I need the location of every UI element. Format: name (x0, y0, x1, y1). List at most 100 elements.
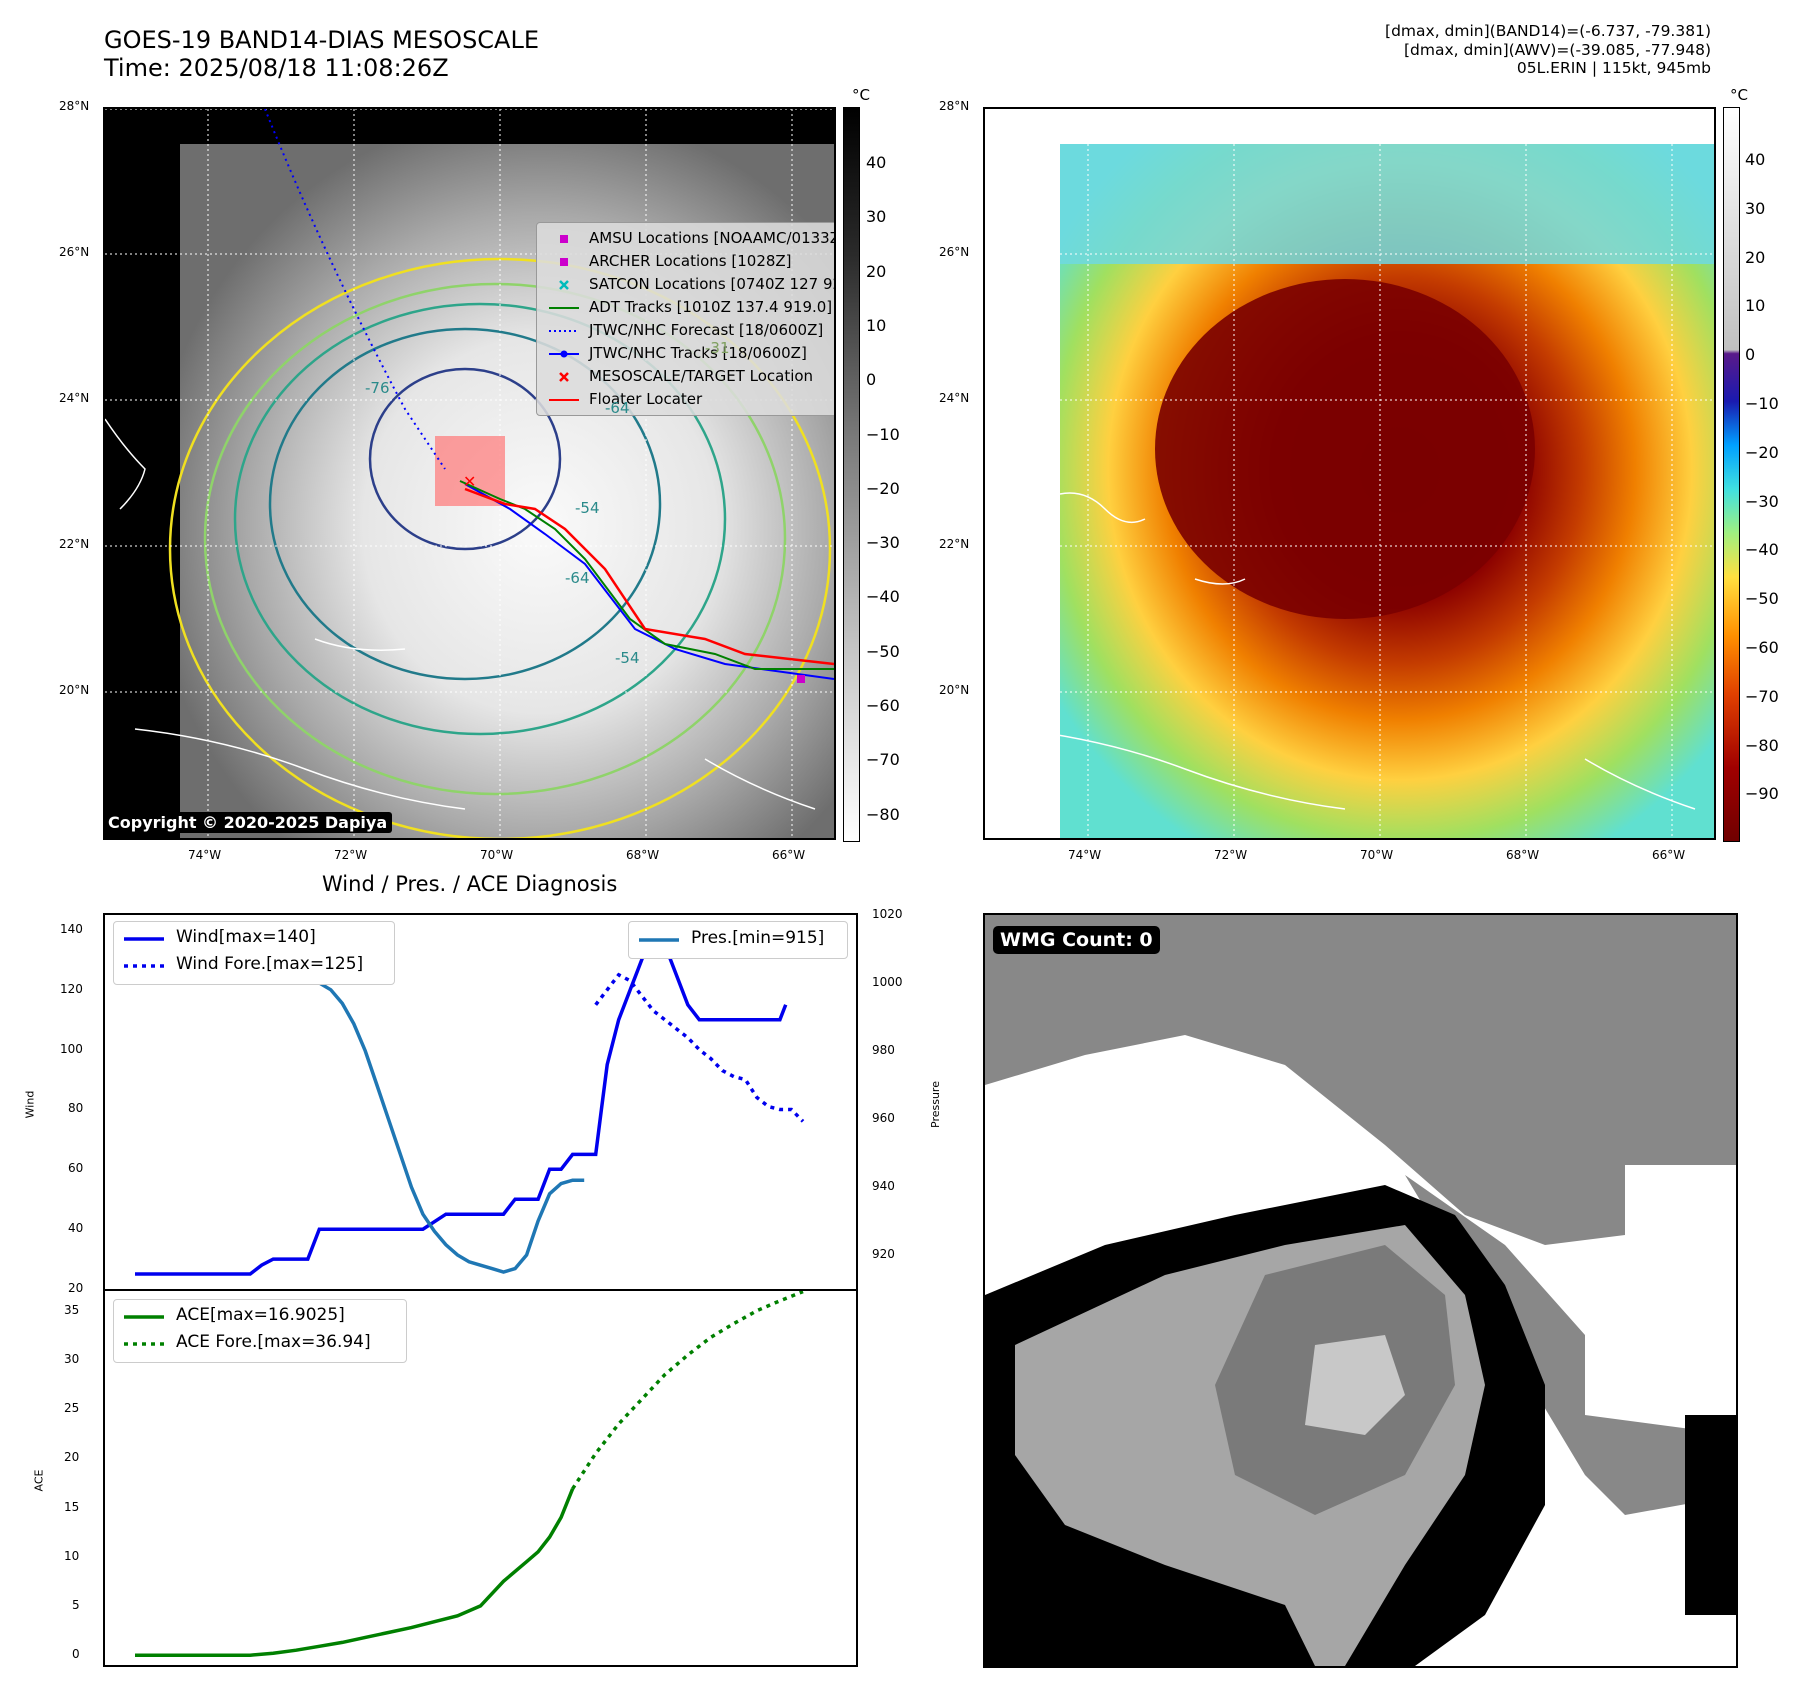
wmg-gray-region (1405, 1175, 1736, 1515)
ace-tick: 35 (64, 1302, 80, 1317)
wv-colorbar-tick: −60 (1745, 638, 1779, 657)
ace-tick: 20 (64, 1450, 80, 1465)
legend-item: JTWC/NHC Tracks [18/0600Z] (537, 342, 834, 365)
lon-tick: 68°W (1506, 848, 1540, 862)
ir-colorbar-tick: −50 (866, 641, 900, 661)
copyright-badge: Copyright © 2020-2025 Dapiya (103, 812, 393, 833)
legend-ace: ACE[max=16.9025] (176, 1305, 345, 1325)
wind-tick: 100 (60, 1041, 83, 1056)
legend-wind: Wind[max=140] (176, 927, 316, 947)
lon-tick: 68°W (626, 848, 660, 862)
wv-colorbar-tick: −80 (1745, 735, 1779, 755)
pressure-tick: 920 (872, 1247, 895, 1261)
contour-label: -31 (705, 339, 730, 357)
wv-colorbar-tick: 10 (1745, 296, 1766, 316)
ir-colorbar-tick: −20 (866, 478, 900, 498)
wv-coastlines (1014, 492, 1696, 810)
pressure-tick: 960 (872, 1111, 895, 1125)
contour-darkteal (268, 327, 662, 681)
legend-item: SATCON Locations [0740Z 127 927] (537, 273, 834, 296)
ace-chart (135, 1291, 804, 1657)
wind-tick: 40 (68, 1221, 84, 1236)
wind-tick: 120 (60, 981, 83, 996)
contour-label: -76 (365, 379, 390, 397)
wmg-black-region (1685, 1415, 1736, 1615)
legend-label: ARCHER Locations [1028Z] (589, 252, 792, 270)
wv-colorbar-tick: 40 (1745, 150, 1766, 169)
target-marker: ✕ (463, 472, 476, 491)
legend-item: ARCHER Locations [1028Z] (537, 250, 834, 273)
ir-colorbar-tick: 10 (866, 315, 887, 335)
lon-tick: 72°W (334, 848, 368, 862)
forecast-track (264, 109, 446, 470)
ir-colorbar-unit: °C (852, 86, 870, 104)
mesoscale-box (435, 436, 505, 506)
lat-tick: 22°N (939, 537, 970, 551)
wmg-panel (983, 913, 1738, 1668)
pressure-legend: Pres.[min=915] (628, 921, 848, 959)
legend-label: Floater Locater (589, 390, 703, 408)
wv-colorbar-tick: −10 (1745, 394, 1779, 413)
legend-symbol-mark (560, 258, 568, 266)
pressure-tick: 1020 (872, 907, 903, 921)
info-awv: [dmax, dmin](AWV)=(-39.085, -77.948) (1404, 40, 1711, 59)
lon-tick: 66°W (772, 848, 806, 862)
contour-lightgreen (203, 282, 787, 796)
legend-wind-forecast: Wind Fore.[max=125] (176, 954, 364, 974)
lon-tick: 74°W (1068, 848, 1102, 862)
legend-symbol (549, 399, 579, 401)
ir-colorbar-tick: 30 (866, 207, 887, 227)
lat-tick: 26°N (59, 245, 90, 259)
legend-item: MESOSCALE/TARGET Location (537, 365, 834, 388)
ir-map-panel: ✕ AMSU Locations [NOAAMC/0133Z 107 946]A… (103, 107, 836, 840)
diagnosis-title: Wind / Pres. / ACE Diagnosis (322, 872, 618, 896)
title-line-1: GOES-19 BAND14-DIAS MESOSCALE (104, 26, 540, 54)
ir-colorbar-tick: −80 (866, 804, 900, 824)
wv-colorbar-tick: 20 (1745, 247, 1766, 267)
wv-dry-slot (1060, 144, 1714, 264)
pressure-tick: 980 (872, 1043, 895, 1057)
series-line (135, 926, 788, 1276)
legend-label: MESOSCALE/TARGET Location (589, 367, 814, 385)
legend-ace-forecast: ACE Fore.[max=36.94] (176, 1332, 371, 1352)
wind-tick: 140 (60, 921, 83, 936)
lat-tick: 22°N (59, 537, 90, 551)
legend-item: Floater Locater (537, 388, 834, 411)
legend-symbol (549, 330, 579, 332)
ir-colorbar-tick: −70 (866, 750, 900, 770)
figure-title: GOES-19 BAND14-DIAS MESOSCALE Time: 2025… (104, 26, 539, 82)
amsu-marker (797, 675, 805, 683)
storm-info: [dmax, dmin](BAND14)=(-6.737, -79.381) [… (1385, 22, 1711, 78)
legend-symbol (549, 307, 579, 309)
wv-core (1155, 279, 1535, 619)
legend-symbol-mark (560, 235, 568, 243)
contour-teal (233, 302, 727, 736)
lat-tick: 20°N (59, 683, 90, 697)
legend-symbol-mark (559, 372, 569, 382)
contour-label: -64 (605, 399, 630, 417)
wv-colorbar-tick: −50 (1745, 589, 1779, 609)
wv-colorbar-unit: °C (1730, 86, 1748, 104)
legend-symbol (549, 350, 579, 358)
lon-tick: 72°W (1214, 848, 1248, 862)
wv-colorbar-tick: 30 (1745, 198, 1766, 218)
legend-pressure: Pres.[min=915] (691, 928, 825, 948)
legend-item: JTWC/NHC Forecast [18/0600Z] (537, 319, 834, 342)
wv-colorbar-tick: −20 (1745, 442, 1779, 462)
lat-tick: 26°N (939, 245, 970, 259)
ir-colorbar-tick: 20 (866, 261, 887, 281)
wind-axis-title: Wind (23, 1090, 37, 1119)
legend-symbol-mark (559, 280, 569, 290)
lon-tick: 66°W (1652, 848, 1686, 862)
ir-colorbar-tick: −10 (866, 424, 900, 444)
wmg-gray-region (985, 915, 1736, 1245)
series-line (571, 1291, 804, 1490)
ir-colorbar-tick: −40 (866, 587, 900, 607)
legend-symbol (560, 258, 568, 266)
wv-colorbar-tick: −90 (1745, 784, 1779, 804)
wind-tick: 20 (68, 1281, 84, 1295)
wv-colorbar-tick: −40 (1745, 540, 1779, 560)
wmg-image (985, 915, 1736, 1666)
ace-tick: 15 (64, 1499, 80, 1514)
legend-symbol (559, 280, 569, 290)
